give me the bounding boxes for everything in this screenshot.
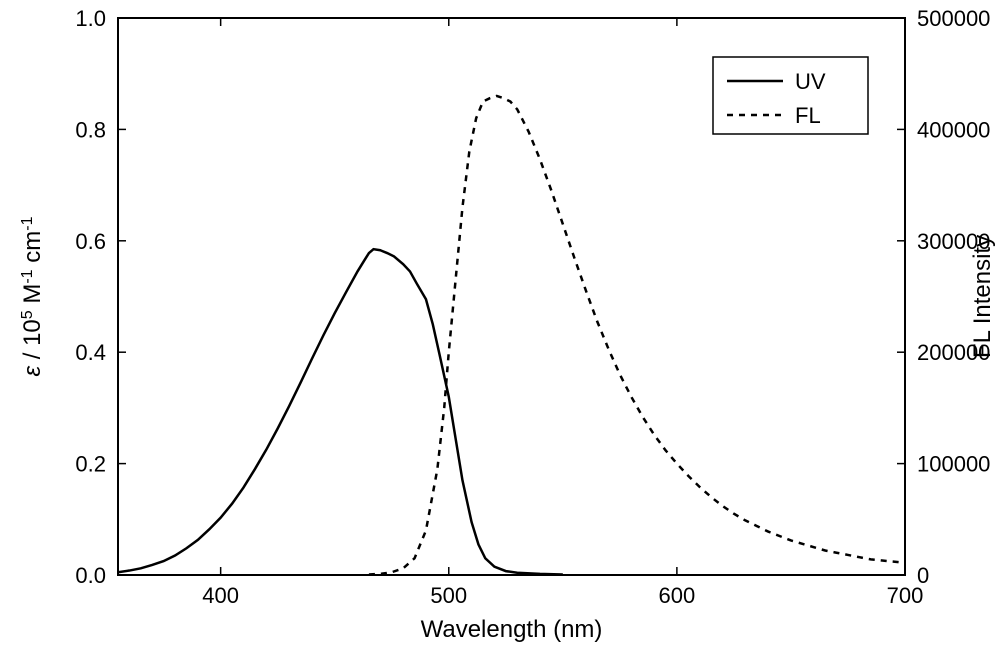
- x-tick-label: 600: [659, 583, 696, 608]
- series-line-fl: [369, 96, 905, 574]
- legend-box: [713, 57, 868, 134]
- y-right-tick-label: 100000: [917, 452, 990, 477]
- y-left-tick-label: 0.6: [75, 229, 106, 254]
- legend-label-fl: FL: [795, 103, 821, 128]
- spectra-chart: 4005006007000.00.20.40.60.81.00100000200…: [0, 0, 1000, 653]
- x-tick-label: 500: [430, 583, 467, 608]
- y-right-tick-label: 400000: [917, 117, 990, 142]
- y-left-tick-label: 0.2: [75, 452, 106, 477]
- y-left-tick-label: 0.0: [75, 563, 106, 588]
- x-axis-label: Wavelength (nm): [421, 616, 603, 643]
- y-left-axis-label: ε / 105 M-1 cm-1: [19, 216, 47, 376]
- series-line-uv: [118, 249, 563, 574]
- y-right-tick-label: 500000: [917, 6, 990, 31]
- y-left-tick-label: 1.0: [75, 6, 106, 31]
- legend-label-uv: UV: [795, 69, 826, 94]
- y-left-tick-label: 0.4: [75, 340, 106, 365]
- y-left-tick-label: 0.8: [75, 117, 106, 142]
- y-right-axis-label: FL Intensity: [969, 235, 996, 358]
- x-tick-label: 400: [202, 583, 239, 608]
- y-right-tick-label: 0: [917, 563, 929, 588]
- chart-svg: 4005006007000.00.20.40.60.81.00100000200…: [0, 0, 1000, 653]
